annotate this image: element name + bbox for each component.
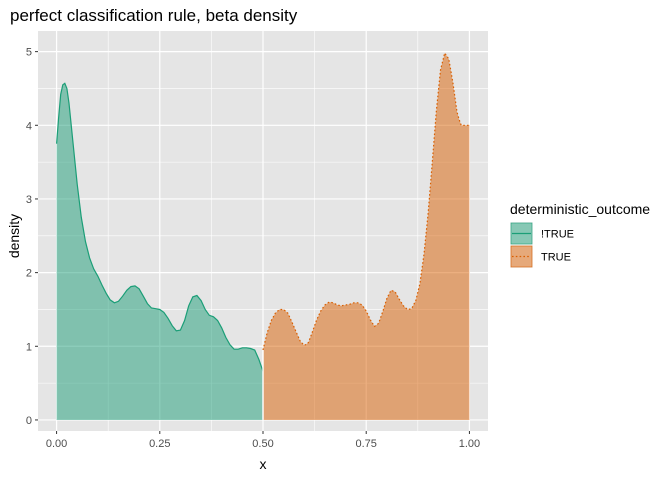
y-tick-label: 4: [26, 120, 32, 132]
chart-title: perfect classification rule, beta densit…: [10, 6, 298, 25]
plot-panel: [38, 31, 488, 431]
y-axis-title: density: [6, 214, 22, 258]
x-tick-label: 0.25: [149, 438, 170, 450]
x-tick-label: 0.00: [46, 438, 67, 450]
x-tick-label: 0.75: [356, 438, 377, 450]
legend-label-true: TRUE: [541, 252, 571, 264]
legend: deterministic_outcome !TRUE TRUE: [510, 201, 650, 268]
y-tick-label: 2: [26, 268, 32, 280]
legend-label-not-true: !TRUE: [541, 229, 574, 241]
legend-title: deterministic_outcome: [510, 201, 650, 217]
x-tick-label: 1.00: [459, 438, 480, 450]
y-axis: 0 1 2 3 4 5: [26, 47, 38, 427]
x-axis-title: x: [260, 456, 267, 472]
series-area-true: [263, 53, 470, 420]
legend-key-swatch-true: [510, 245, 533, 268]
y-tick-label: 0: [26, 415, 32, 427]
x-tick-label: 0.50: [252, 438, 273, 450]
series-line-true: [262, 51, 470, 351]
y-tick-label: 3: [26, 194, 32, 206]
series-line-not-true: [56, 82, 264, 372]
y-tick-label: 1: [26, 341, 32, 353]
y-tick-label: 5: [26, 47, 32, 59]
x-axis: 0.00 0.25 0.50 0.75 1.00: [46, 431, 480, 450]
series-area-not-true: [56, 83, 263, 421]
